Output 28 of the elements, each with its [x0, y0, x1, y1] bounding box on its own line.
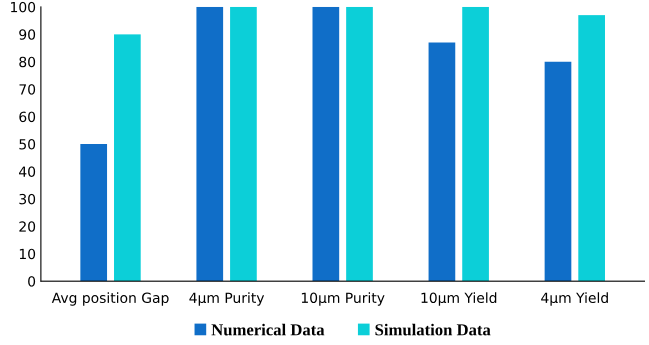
legend-label: Simulation Data — [375, 324, 491, 336]
y-tick-label: 0 — [28, 276, 36, 287]
bar — [230, 6, 257, 282]
y-tick-label: 70 — [19, 84, 36, 95]
x-tick-label: Avg position Gap — [52, 292, 169, 306]
y-tick-label: 100 — [11, 2, 36, 12]
y-tick-label: 50 — [19, 139, 36, 150]
legend-label: Numerical Data — [212, 324, 324, 336]
x-tick-label: 10µm Purity — [302, 292, 385, 306]
y-tick-label: 90 — [19, 29, 36, 40]
y-tick-label: 10 — [20, 248, 36, 260]
y-tick-label: 20 — [19, 221, 36, 232]
bar — [114, 34, 141, 282]
bar — [346, 6, 373, 282]
bar — [428, 42, 456, 282]
bar — [544, 62, 572, 282]
x-tick-label: 4µm Yield — [541, 292, 608, 306]
x-tick-label: 4µm Purity — [189, 292, 264, 306]
bar — [196, 6, 224, 282]
y-tick-label: 60 — [19, 112, 36, 122]
bar — [462, 6, 489, 282]
x-tick-label: 10µm Yield — [422, 292, 496, 306]
bar — [578, 15, 605, 282]
y-tick-label: 80 — [19, 56, 36, 68]
y-tick-label: 30 — [19, 194, 36, 204]
bar — [80, 144, 108, 282]
y-tick-label: 40 — [19, 166, 36, 177]
bar — [312, 6, 340, 282]
